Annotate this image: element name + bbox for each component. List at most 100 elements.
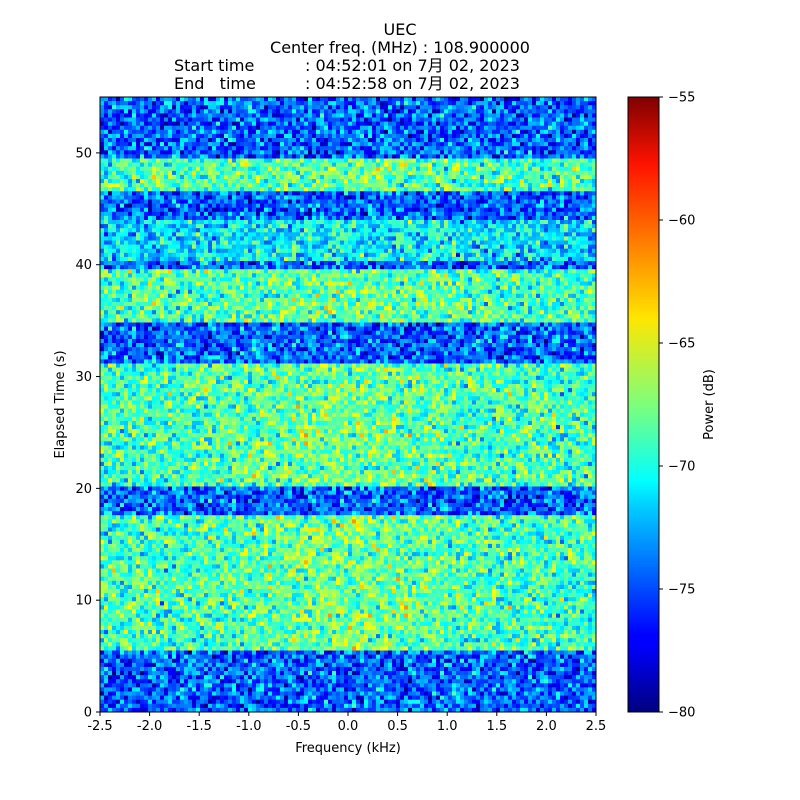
heatmap-cell [272, 252, 277, 258]
heatmap-cell [300, 220, 305, 225]
heatmap-cell [432, 113, 437, 118]
heatmap-cell [516, 207, 521, 213]
heatmap-cell [532, 133, 537, 139]
heatmap-cell [552, 146, 557, 151]
heatmap-cell [460, 187, 465, 192]
heatmap-cell [516, 133, 521, 139]
heatmap-cell [488, 195, 493, 200]
heatmap-cell [588, 162, 593, 168]
heatmap-cell [164, 125, 169, 131]
heatmap-cell [368, 125, 373, 131]
heatmap-cell [240, 150, 245, 155]
heatmap-cell [120, 199, 125, 204]
heatmap-cell [332, 142, 337, 147]
heatmap-cell [544, 133, 549, 139]
heatmap-cell [228, 150, 233, 155]
heatmap-cell [384, 150, 389, 155]
heatmap-cell [412, 109, 417, 114]
heatmap-cell [540, 138, 545, 143]
heatmap-cell [540, 240, 545, 245]
heatmap-cell [220, 195, 225, 200]
heatmap-cell [364, 117, 369, 122]
heatmap-cell [100, 203, 105, 209]
heatmap-cell [400, 252, 405, 258]
heatmap-cell [532, 142, 537, 147]
heatmap-cell [244, 109, 249, 114]
heatmap-cell [100, 232, 105, 237]
heatmap-cell [228, 174, 233, 180]
heatmap-cell [116, 105, 121, 110]
heatmap-cell [416, 174, 421, 180]
heatmap-cell [136, 133, 141, 139]
heatmap-cell [212, 166, 217, 172]
heatmap-cell [444, 150, 449, 155]
heatmap-cell [384, 170, 389, 176]
heatmap-cell [284, 203, 289, 209]
heatmap-cell [508, 244, 513, 250]
heatmap-cell [588, 97, 593, 102]
heatmap-cell [488, 154, 493, 159]
heatmap-cell [428, 133, 433, 139]
heatmap-cell [472, 248, 477, 254]
heatmap-cell [404, 203, 409, 209]
heatmap-cell [216, 154, 221, 159]
heatmap-cell [328, 252, 333, 258]
heatmap-cell [376, 117, 381, 122]
heatmap-cell [152, 121, 157, 127]
heatmap-cell [384, 220, 389, 225]
heatmap-cell [352, 228, 357, 233]
heatmap-cell [432, 207, 437, 213]
heatmap-cell [512, 195, 517, 200]
heatmap-cell [352, 158, 357, 163]
heatmap-cell [176, 158, 181, 163]
heatmap-cell [268, 113, 273, 118]
heatmap-cell [224, 215, 229, 221]
heatmap-cell [168, 179, 173, 184]
heatmap-cell [508, 133, 513, 139]
heatmap-cell [256, 207, 261, 213]
heatmap-cell [200, 187, 205, 192]
heatmap-cell [224, 252, 229, 258]
heatmap-cell [324, 166, 329, 172]
heatmap-cell [260, 97, 265, 102]
heatmap-cell [144, 220, 149, 225]
heatmap-cell [104, 154, 109, 159]
heatmap-cell [376, 215, 381, 221]
heatmap-cell [372, 248, 377, 254]
heatmap-cell [292, 121, 297, 127]
heatmap-cell [504, 101, 509, 106]
heatmap-cell [296, 138, 301, 143]
heatmap-cell [124, 105, 129, 110]
heatmap-cell [456, 117, 461, 122]
heatmap-cell [432, 125, 437, 131]
heatmap-cell [448, 138, 453, 143]
heatmap-cell [516, 109, 521, 114]
heatmap-cell [468, 133, 473, 139]
heatmap-cell [372, 224, 377, 229]
heatmap-cell [232, 121, 237, 127]
heatmap-cell [416, 109, 421, 114]
heatmap-cell [256, 129, 261, 135]
heatmap-cell [488, 105, 493, 110]
heatmap-cell [332, 236, 337, 241]
heatmap-cell [172, 170, 177, 176]
heatmap-cell [232, 211, 237, 217]
heatmap-cell [476, 224, 481, 229]
heatmap-cell [480, 256, 485, 262]
heatmap-cell [456, 252, 461, 258]
heatmap-cell [460, 244, 465, 250]
heatmap-cell [132, 183, 137, 188]
heatmap-cell [204, 248, 209, 254]
heatmap-cell [380, 248, 385, 254]
heatmap-cell [168, 125, 173, 131]
heatmap-cell [188, 220, 193, 225]
heatmap-cell [420, 207, 425, 213]
heatmap-cell [260, 101, 265, 106]
heatmap-cell [468, 203, 473, 209]
heatmap-cell [220, 261, 225, 266]
heatmap-cell [124, 215, 129, 221]
heatmap-cell [236, 211, 241, 217]
heatmap-cell [424, 215, 429, 221]
heatmap-cell [260, 166, 265, 172]
heatmap-cell [136, 154, 141, 159]
